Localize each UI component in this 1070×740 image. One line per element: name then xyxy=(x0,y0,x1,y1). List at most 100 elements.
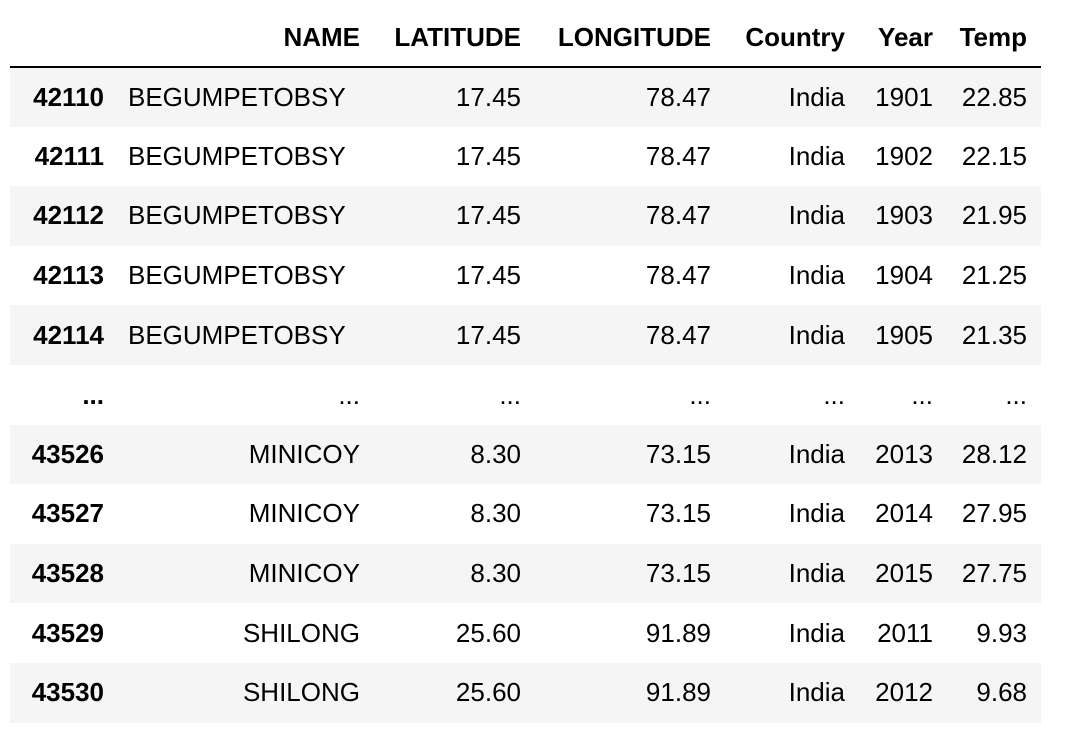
country-cell: India xyxy=(788,260,845,291)
year-cell: 2011 xyxy=(877,617,933,648)
row-index: 42113 xyxy=(33,260,104,291)
temp-cell: 21.95 xyxy=(961,200,1027,231)
name-cell: SHILONG xyxy=(242,677,360,708)
name-cell: BEGUMPETOBSY xyxy=(128,319,346,350)
longitude-cell: 78.47 xyxy=(645,260,711,291)
dataframe-table: NAME LATITUDE LONGITUDE Country Year Tem… xyxy=(10,8,1041,723)
name-cell: ... xyxy=(338,379,360,410)
table-row: 43530 SHILONG 25.60 91.89 India 2012 9.6… xyxy=(10,662,1041,723)
latitude-cell: 8.30 xyxy=(470,498,521,529)
year-cell: 1903 xyxy=(875,200,933,231)
year-cell: 1902 xyxy=(875,140,933,171)
longitude-cell: 78.47 xyxy=(645,140,711,171)
country-cell: India xyxy=(788,677,845,708)
row-index: 43526 xyxy=(31,438,104,469)
temp-cell: 22.15 xyxy=(961,140,1027,171)
temp-cell: 22.85 xyxy=(961,81,1027,112)
name-cell: BEGUMPETOBSY xyxy=(128,140,346,171)
longitude-cell: 73.15 xyxy=(645,498,711,529)
year-cell: 2013 xyxy=(875,438,933,469)
longitude-cell: 91.89 xyxy=(645,617,711,648)
name-cell: BEGUMPETOBSY xyxy=(128,200,346,231)
row-index: 42110 xyxy=(33,81,104,112)
longitude-cell: 78.47 xyxy=(645,319,711,350)
name-cell: BEGUMPETOBSY xyxy=(128,81,346,112)
latitude-cell: ... xyxy=(499,379,521,410)
longitude-cell: 73.15 xyxy=(645,438,711,469)
name-cell: BEGUMPETOBSY xyxy=(128,260,346,291)
country-cell: India xyxy=(788,140,845,171)
country-cell: India xyxy=(788,200,845,231)
country-cell: India xyxy=(788,617,845,648)
country-cell: India xyxy=(788,558,845,589)
table-row: 42110 BEGUMPETOBSY 17.45 78.47 India 190… xyxy=(10,67,1041,127)
latitude-cell: 8.30 xyxy=(470,558,521,589)
latitude-cell: 8.30 xyxy=(470,438,521,469)
temp-cell: 27.95 xyxy=(961,498,1027,529)
latitude-cell: 17.45 xyxy=(455,140,521,171)
year-cell: 2014 xyxy=(875,498,933,529)
row-index: 42112 xyxy=(33,200,104,231)
table-body: 42110 BEGUMPETOBSY 17.45 78.47 India 190… xyxy=(10,67,1041,723)
temp-cell: 27.75 xyxy=(961,558,1027,589)
longitude-cell: 73.15 xyxy=(645,558,711,589)
header-row: NAME LATITUDE LONGITUDE Country Year Tem… xyxy=(10,8,1041,68)
longitude-cell: 91.89 xyxy=(645,677,711,708)
latitude-cell: 25.60 xyxy=(455,617,521,648)
row-index: 43530 xyxy=(31,677,104,708)
latitude-cell: 17.45 xyxy=(455,319,521,350)
latitude-cell: 25.60 xyxy=(455,677,521,708)
country-cell: India xyxy=(788,81,845,112)
latitude-cell: 17.45 xyxy=(455,81,521,112)
year-cell: 1901 xyxy=(875,81,933,112)
year-cell: 2015 xyxy=(875,558,933,589)
name-cell: MINICOY xyxy=(248,498,360,529)
year-cell: 2012 xyxy=(875,677,933,708)
country-cell: India xyxy=(788,319,845,350)
row-index: 43529 xyxy=(31,617,104,648)
temp-cell: ... xyxy=(1005,379,1027,410)
country-cell: India xyxy=(788,498,845,529)
row-index: ... xyxy=(82,379,104,410)
table-row: 42113 BEGUMPETOBSY 17.45 78.47 India 190… xyxy=(10,245,1041,306)
index-column-header xyxy=(10,8,118,68)
name-cell: MINICOY xyxy=(248,438,360,469)
temp-cell: 21.35 xyxy=(961,319,1027,350)
row-index: 42111 xyxy=(34,140,104,171)
temp-cell: 21.25 xyxy=(961,260,1027,291)
longitude-cell: 78.47 xyxy=(645,200,711,231)
dataframe-table-container: NAME LATITUDE LONGITUDE Country Year Tem… xyxy=(10,8,1041,723)
ellipsis-row: ... ... ... ... ... ... ... xyxy=(10,364,1041,425)
name-cell: SHILONG xyxy=(242,617,360,648)
year-column-header: Year xyxy=(859,8,947,68)
table-row: 42112 BEGUMPETOBSY 17.45 78.47 India 190… xyxy=(10,186,1041,246)
year-cell: 1904 xyxy=(875,260,933,291)
latitude-cell: 17.45 xyxy=(455,200,521,231)
table-row: 42114 BEGUMPETOBSY 17.45 78.47 India 190… xyxy=(10,305,1041,365)
table-row: 42111 BEGUMPETOBSY 17.45 78.47 India 190… xyxy=(10,126,1041,187)
country-column-header: Country xyxy=(725,8,859,68)
row-index: 43527 xyxy=(31,498,104,529)
temp-cell: 9.68 xyxy=(976,677,1027,708)
year-cell: ... xyxy=(911,379,933,410)
country-cell: India xyxy=(788,438,845,469)
table-row: 43528 MINICOY 8.30 73.15 India 2015 27.7… xyxy=(10,543,1041,604)
table-row: 43526 MINICOY 8.30 73.15 India 2013 28.1… xyxy=(10,424,1041,485)
name-cell: MINICOY xyxy=(248,558,360,589)
temp-cell: 9.93 xyxy=(976,617,1027,648)
longitude-column-header: LONGITUDE xyxy=(535,8,725,68)
name-column-header: NAME xyxy=(118,8,374,68)
table-row: 43529 SHILONG 25.60 91.89 India 2011 9.9… xyxy=(10,603,1041,663)
table-header: NAME LATITUDE LONGITUDE Country Year Tem… xyxy=(10,8,1041,68)
country-cell: ... xyxy=(823,379,845,410)
year-cell: 1905 xyxy=(875,319,933,350)
latitude-cell: 17.45 xyxy=(455,260,521,291)
temp-column-header: Temp xyxy=(947,8,1041,68)
longitude-cell: 78.47 xyxy=(645,81,711,112)
row-index: 42114 xyxy=(33,319,104,350)
temp-cell: 28.12 xyxy=(961,438,1027,469)
longitude-cell: ... xyxy=(689,379,711,410)
row-index: 43528 xyxy=(31,558,104,589)
latitude-column-header: LATITUDE xyxy=(374,8,535,68)
table-row: 43527 MINICOY 8.30 73.15 India 2014 27.9… xyxy=(10,484,1041,544)
